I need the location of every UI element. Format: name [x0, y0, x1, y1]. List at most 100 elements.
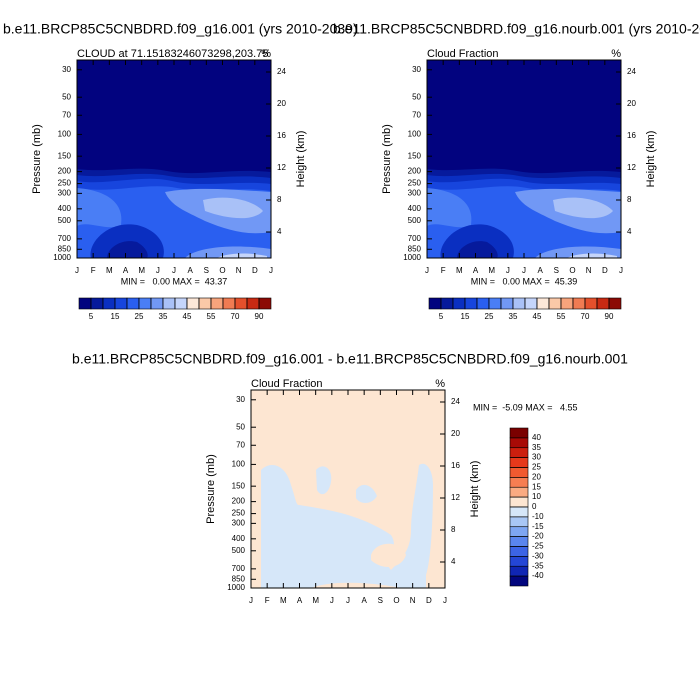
- x-tick-label: S: [554, 266, 559, 275]
- y-tick-label: 700: [232, 564, 246, 573]
- y2-tick-label: 8: [451, 525, 456, 534]
- y-tick-label: 150: [408, 151, 422, 160]
- y-tick-label: 400: [58, 204, 72, 213]
- colorbar-box: [509, 516, 529, 528]
- y-tick-label: 50: [62, 92, 71, 101]
- y-tick-label: 100: [408, 130, 422, 139]
- y2-tick-label: 20: [451, 429, 460, 438]
- colorbar-label: 35: [509, 312, 518, 321]
- subtitle-left: Cloud Fraction: [251, 378, 323, 390]
- x-tick-label: M: [106, 266, 113, 275]
- x-tick-label: D: [252, 266, 258, 275]
- colorbar-box: [524, 297, 538, 310]
- y2-tick-label: 4: [451, 557, 456, 566]
- colorbar-label: -30: [532, 551, 544, 560]
- colorbar-box: [509, 526, 529, 537]
- y-tick-label: 1000: [403, 253, 421, 262]
- colorbar-box: [512, 297, 526, 310]
- y2-tick-label: 12: [277, 163, 286, 172]
- x-tick-label: J: [156, 266, 160, 275]
- contour-field: [427, 60, 621, 258]
- colorbar-label: -25: [532, 542, 544, 551]
- x-tick-label: J: [269, 266, 273, 275]
- y-tick-label: 200: [232, 497, 246, 506]
- y2-tick-label: 12: [451, 493, 460, 502]
- colorbar-box: [509, 536, 529, 547]
- colorbar-label: 55: [557, 312, 566, 321]
- colorbar-box: [509, 496, 529, 508]
- y-axis-label: Pressure (mb): [381, 124, 393, 194]
- y-tick-label: 200: [58, 167, 72, 176]
- subtitle-right: %: [261, 48, 271, 60]
- x-tick-label: S: [378, 596, 383, 605]
- x-tick-label: F: [265, 596, 270, 605]
- x-tick-label: M: [138, 266, 145, 275]
- colorbar-box: [509, 477, 529, 488]
- x-tick-label: N: [410, 596, 416, 605]
- x-tick-label: A: [123, 266, 129, 275]
- colorbar-box: [509, 546, 529, 557]
- contour-field: [77, 60, 271, 258]
- y2-tick-label: 24: [277, 67, 286, 76]
- colorbar-box: [476, 297, 490, 310]
- colorbar-label: 15: [461, 312, 470, 321]
- colorbar-box: [509, 467, 529, 478]
- x-tick-label: A: [187, 266, 193, 275]
- colorbar-box: [114, 297, 128, 310]
- y2-tick-label: 4: [277, 227, 282, 236]
- colorbar-label: -10: [532, 512, 544, 521]
- subtitle-right: %: [611, 48, 621, 60]
- y-tick-label: 850: [232, 574, 246, 583]
- colorbar-label: 5: [439, 312, 444, 321]
- contour-region: [427, 188, 472, 228]
- contour-field: [251, 390, 445, 588]
- y-axis-label: Pressure (mb): [205, 454, 217, 524]
- contour-region: [311, 582, 401, 588]
- y-tick-label: 500: [408, 216, 422, 225]
- colorbar-box: [78, 297, 92, 310]
- subtitle-left: CLOUD at 71.15183246073298,203.75: [77, 48, 268, 60]
- x-tick-label: A: [473, 266, 479, 275]
- colorbar-box: [509, 486, 529, 498]
- x-tick-label: J: [249, 596, 253, 605]
- y-tick-label: 70: [412, 110, 421, 119]
- x-tick-label: J: [346, 596, 350, 605]
- colorbar-box: [500, 297, 514, 310]
- colorbar-box: [509, 506, 529, 518]
- y-tick-label: 1000: [53, 253, 71, 262]
- colorbar-box: [186, 297, 200, 310]
- colorbar-box: [509, 575, 529, 587]
- colorbar-box: [198, 297, 212, 310]
- colorbar-label: -20: [532, 532, 544, 541]
- colorbar-box: [222, 297, 236, 310]
- x-tick-label: J: [619, 266, 623, 275]
- x-tick-label: N: [236, 266, 242, 275]
- x-tick-label: F: [91, 266, 96, 275]
- colorbar-box: [90, 297, 104, 310]
- x-tick-label: M: [312, 596, 319, 605]
- y-tick-label: 100: [232, 460, 246, 469]
- contour-region: [77, 188, 122, 228]
- colorbar-box: [162, 297, 176, 310]
- colorbar-box: [428, 297, 442, 310]
- y-tick-label: 150: [232, 481, 246, 490]
- colorbar-box: [174, 297, 188, 310]
- colorbar-box: [452, 297, 466, 310]
- colorbar-label: 5: [89, 312, 94, 321]
- colorbar-label: 10: [532, 492, 541, 501]
- colorbar-box: [572, 297, 586, 310]
- contour-region: [107, 241, 148, 258]
- colorbar-box: [210, 297, 224, 310]
- contour-region: [316, 466, 332, 495]
- y-tick-label: 100: [58, 130, 72, 139]
- colorbar-box: [596, 297, 610, 310]
- y-tick-label: 400: [232, 534, 246, 543]
- x-tick-label: D: [602, 266, 608, 275]
- y-tick-label: 250: [58, 179, 72, 188]
- y-tick-label: 300: [232, 518, 246, 527]
- x-tick-label: O: [569, 266, 575, 275]
- x-tick-label: O: [219, 266, 225, 275]
- subtitle-left: Cloud Fraction: [427, 48, 499, 60]
- colorbar-label: 55: [207, 312, 216, 321]
